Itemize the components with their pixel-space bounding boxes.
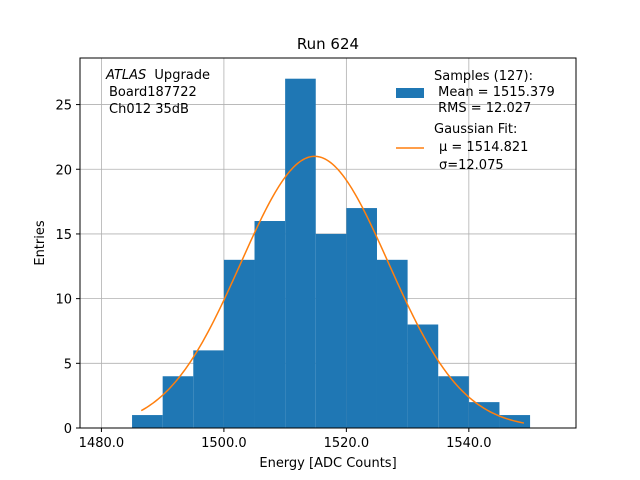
histogram-bar bbox=[162, 376, 194, 428]
y-axis-ticks: 0 5 10 15 20 25 bbox=[55, 99, 80, 437]
histogram-bar bbox=[193, 350, 224, 428]
legend-hist-line-1: Samples (127): bbox=[434, 69, 533, 84]
x-axis-ticks: 1480.0 1500.0 1520.0 1540.0 bbox=[79, 428, 492, 451]
y-tick-label: 5 bbox=[64, 357, 72, 372]
histogram-bar bbox=[346, 208, 377, 428]
histogram-bar bbox=[468, 402, 500, 428]
info-italic: ATLAS bbox=[105, 68, 146, 83]
info-suffix: Upgrade bbox=[154, 68, 210, 83]
legend-fit-line-3: σ=12.075 bbox=[439, 158, 504, 173]
y-tick-label: 10 bbox=[55, 293, 72, 308]
y-axis-label: Entries bbox=[33, 220, 48, 266]
histogram-bars bbox=[132, 78, 531, 428]
y-tick-label: 25 bbox=[55, 99, 72, 114]
histogram-bar bbox=[254, 221, 286, 428]
info-box: ATLAS Upgrade Board187722 Ch012 35dB bbox=[105, 68, 210, 117]
y-tick-label: 20 bbox=[55, 163, 72, 178]
histogram-bar bbox=[376, 259, 408, 428]
y-tick-label: 0 bbox=[64, 422, 72, 437]
legend: Samples (127): Mean = 1515.379 RMS = 12.… bbox=[396, 69, 555, 173]
legend-histogram-swatch bbox=[396, 88, 424, 98]
x-tick-label: 1500.0 bbox=[201, 436, 247, 451]
legend-hist-line-2: Mean = 1515.379 bbox=[434, 85, 555, 100]
histogram-bar bbox=[315, 233, 347, 428]
gaussian-fit bbox=[140, 155, 525, 424]
legend-hist-line-3: RMS = 12.027 bbox=[434, 101, 531, 116]
histogram-bar bbox=[407, 324, 439, 428]
legend-fit-line-2: μ = 1514.821 bbox=[439, 140, 528, 155]
x-tick-label: 1480.0 bbox=[79, 436, 125, 451]
info-line-3: Ch012 35dB bbox=[109, 102, 189, 117]
x-tick-label: 1520.0 bbox=[324, 436, 370, 451]
plot-frame bbox=[79, 57, 577, 429]
legend-fit-line-1: Gaussian Fit: bbox=[434, 122, 517, 137]
fit-curve bbox=[140, 155, 525, 424]
info-line-2: Board187722 bbox=[109, 85, 197, 100]
x-axis-label: Energy [ADC Counts] bbox=[259, 456, 396, 471]
histogram-bar bbox=[223, 259, 255, 428]
info-line-1: ATLAS Upgrade bbox=[105, 68, 210, 83]
histogram-bar bbox=[132, 415, 163, 428]
histogram-bar bbox=[438, 376, 469, 428]
chart-title: Run 624 bbox=[297, 35, 359, 53]
histogram-bar bbox=[285, 78, 316, 428]
x-tick-label: 1540.0 bbox=[446, 436, 492, 451]
y-tick-label: 15 bbox=[55, 228, 72, 243]
